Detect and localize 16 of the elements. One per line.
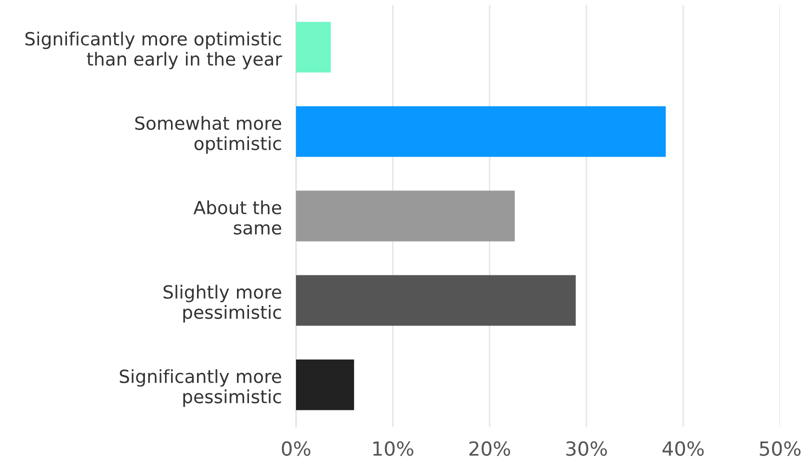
- bar: [296, 106, 666, 157]
- x-tick-label: 50%: [760, 441, 801, 456]
- bar: [296, 190, 515, 242]
- y-tick-label: Significantly more pessimistic: [120, 369, 282, 407]
- y-tick-label: About the same: [194, 200, 282, 235]
- bar: [296, 359, 354, 410]
- bar: [296, 275, 576, 326]
- y-tick-label: Significantly more optimistic than early in the year: [25, 32, 282, 70]
- y-tick-label: Somewhat more optimistic: [135, 116, 282, 154]
- x-tick-label: 10%: [373, 441, 414, 456]
- y-tick-label: Slightly more pessimistic: [164, 284, 282, 322]
- bar: [296, 22, 331, 73]
- x-tick-label: 30%: [566, 441, 607, 456]
- x-tick-label: 20%: [469, 441, 510, 456]
- x-tick-label: 0%: [282, 441, 310, 456]
- x-tick-label: 40%: [662, 441, 704, 456]
